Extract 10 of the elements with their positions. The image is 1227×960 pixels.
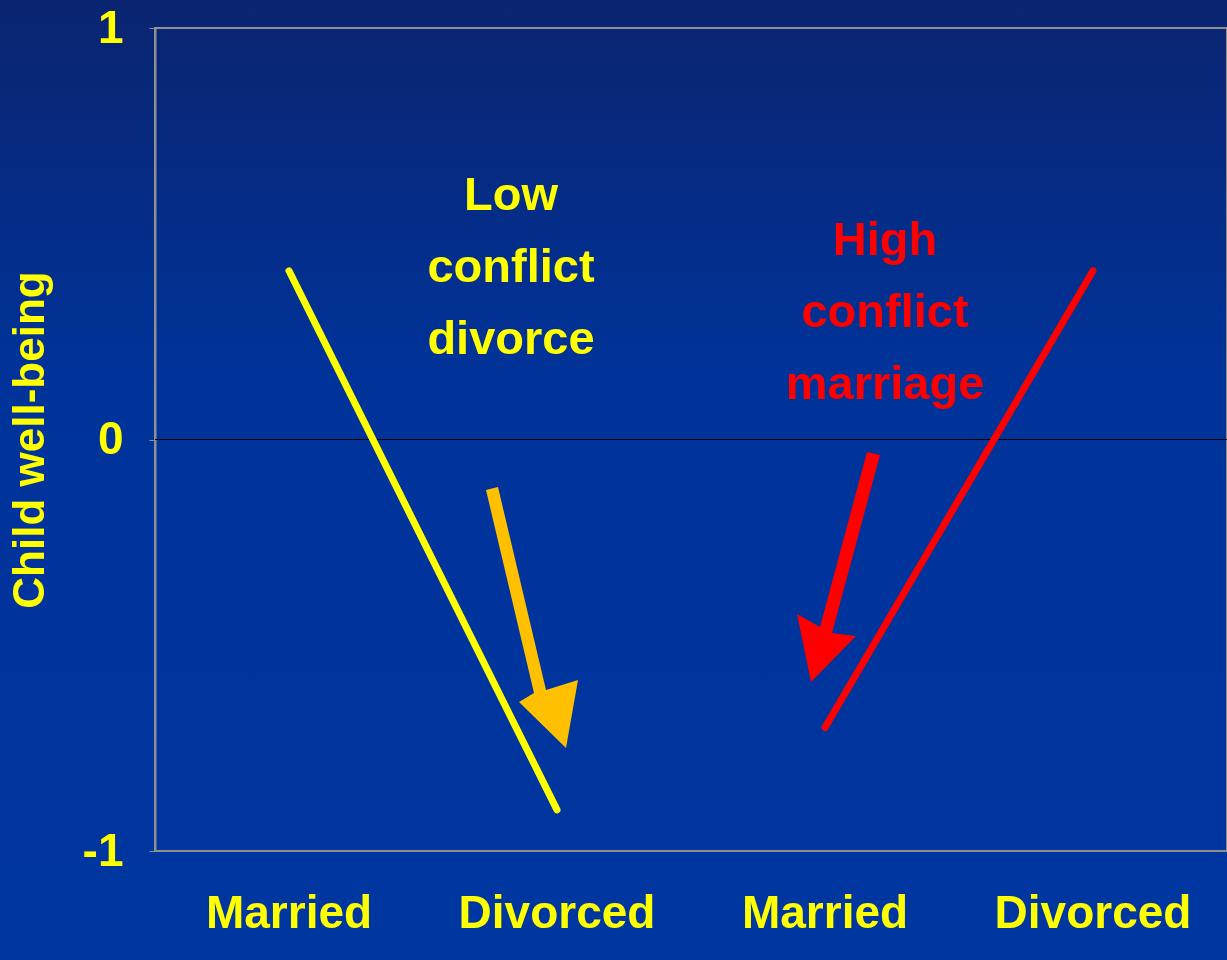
x-tick-label: Married <box>741 885 909 938</box>
x-tick-label: Divorced <box>994 885 1192 938</box>
x-tick-label: Married <box>205 885 373 938</box>
y-tick-label: 0 <box>97 412 124 464</box>
series-label: Low conflict divorce <box>427 166 595 364</box>
x-tick-label: Divorced <box>458 885 656 938</box>
y-tick-label: 1 <box>97 0 124 53</box>
series-label: High conflict marriage <box>785 211 985 409</box>
y-tick-label: -1 <box>82 823 124 876</box>
y-axis-title: Child well-being <box>3 271 53 609</box>
